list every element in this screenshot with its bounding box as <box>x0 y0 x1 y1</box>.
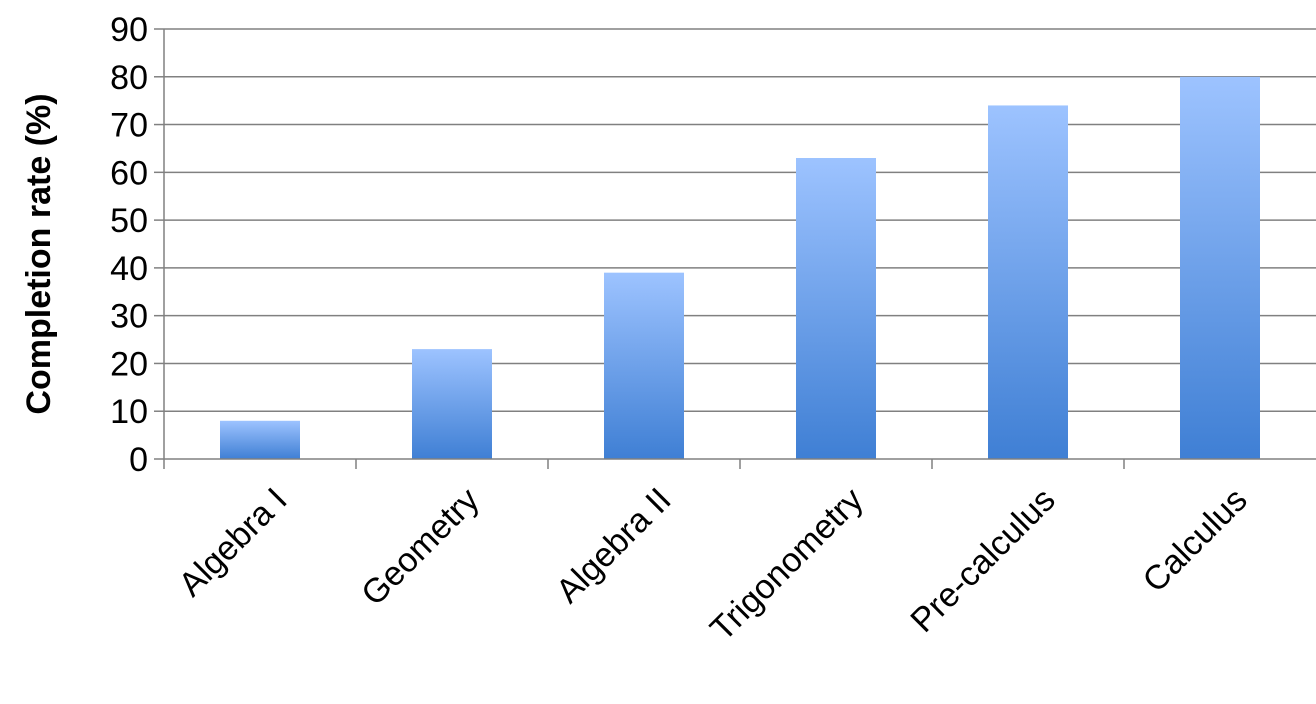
bar <box>1180 76 1260 460</box>
y-tick-label: 70 <box>110 107 148 145</box>
y-tick-label: 80 <box>110 59 148 97</box>
bar <box>796 158 876 459</box>
y-tick-label: 0 <box>129 441 148 479</box>
bar <box>220 420 300 459</box>
x-tick-labels: Algebra I Geometry Algebra II Trigonometry P… <box>172 481 1255 649</box>
x-tick-label: Algebra II <box>549 481 679 611</box>
y-tick-label: 40 <box>110 250 148 288</box>
bar <box>604 272 684 459</box>
gridlines <box>164 28 1316 412</box>
y-axis-title: Completion rate (%) <box>20 93 58 414</box>
y-tick-label: 50 <box>110 202 148 240</box>
axes <box>154 28 1316 469</box>
y-tick-label: 20 <box>110 345 148 383</box>
x-tick-label: Trigonometry <box>703 481 871 649</box>
bar <box>412 349 492 459</box>
y-tick-label: 90 <box>110 11 148 49</box>
y-tick-label: 30 <box>110 298 148 336</box>
x-tick-label: Pre-calculus <box>903 481 1062 640</box>
y-tick-labels: 0 10 20 30 40 50 60 70 80 90 <box>110 11 148 479</box>
y-tick-label: 60 <box>110 154 148 192</box>
x-tick-label: Calculus <box>1136 481 1255 600</box>
bars <box>220 76 1260 460</box>
x-tick-label: Algebra I <box>172 481 295 604</box>
x-tick-label: Geometry <box>354 481 486 613</box>
y-tick-label: 10 <box>110 393 148 431</box>
bar <box>988 105 1068 459</box>
